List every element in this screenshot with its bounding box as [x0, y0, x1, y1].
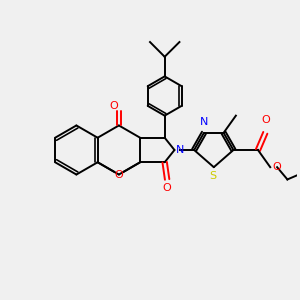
Text: O: O [115, 169, 123, 179]
Text: N: N [176, 145, 184, 155]
Text: O: O [261, 116, 270, 125]
Text: O: O [110, 101, 118, 111]
Text: O: O [163, 183, 172, 193]
Text: O: O [273, 162, 281, 172]
Text: N: N [200, 117, 208, 128]
Text: S: S [209, 171, 216, 181]
